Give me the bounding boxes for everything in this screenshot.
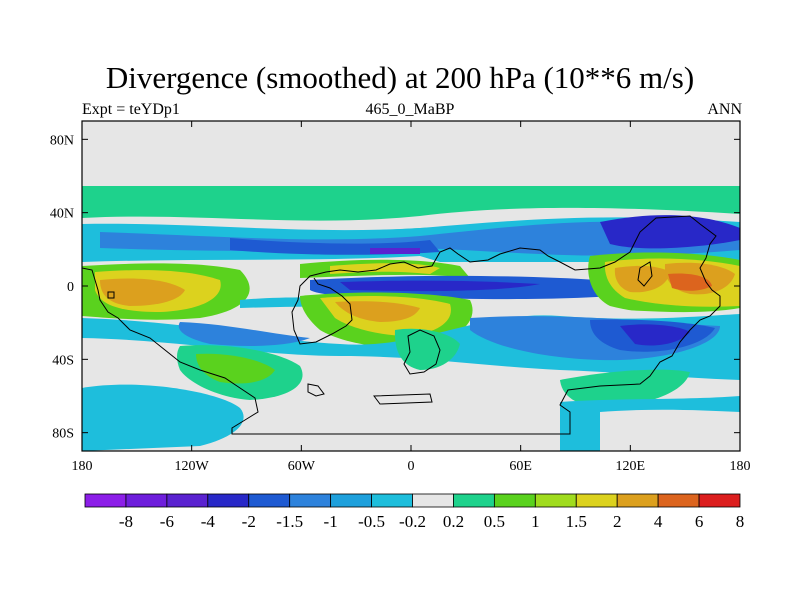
y-tick-label: 80S	[52, 427, 74, 442]
coastline	[82, 215, 721, 435]
contour-band	[370, 248, 420, 254]
colorbar-swatch	[330, 493, 372, 508]
x-tick-label: 180	[730, 459, 751, 474]
contour-band	[335, 301, 420, 322]
colorbar-swatch	[657, 493, 700, 508]
season-label: ANN	[707, 101, 742, 118]
colorbar-swatch	[289, 493, 332, 508]
colorbar-label: -8	[119, 512, 133, 531]
colorbar-label: 1.5	[566, 512, 587, 531]
colorbar-label: -0.2	[399, 512, 426, 531]
chart-title: Divergence (smoothed) at 200 hPa (10**6 …	[105, 60, 695, 95]
period-label: 465_0_MaBP	[365, 101, 455, 118]
x-axis: 180 120W 60W 0 60E 120E 180	[72, 121, 751, 474]
colorbar-swatch	[166, 493, 209, 508]
colorbar-swatch	[453, 493, 495, 508]
colorbar-label: 8	[736, 512, 745, 531]
colorbar-label: 0.5	[484, 512, 505, 531]
contour-band	[600, 215, 740, 249]
colorbar-swatch	[534, 493, 577, 508]
colorbar-label: -1.5	[276, 512, 303, 531]
colorbar-swatch	[84, 493, 127, 508]
contour-band	[82, 207, 740, 232]
coastlines	[82, 215, 721, 435]
coastline	[403, 329, 441, 375]
x-tick-label: 180	[72, 459, 93, 474]
colorbar-swatch	[248, 493, 291, 508]
contour-band	[340, 280, 540, 292]
contour-band	[600, 409, 740, 451]
contour-band	[394, 328, 460, 370]
colorbar-swatch	[125, 493, 168, 508]
coastline	[107, 291, 115, 299]
colorbar-swatch	[698, 493, 741, 508]
contour-band	[668, 273, 712, 291]
x-tick-label: 0	[408, 459, 415, 474]
contour-band	[560, 369, 690, 408]
colorbar-label: 1	[531, 512, 540, 531]
y-tick-label: 40S	[52, 353, 74, 368]
colorbar-swatch	[575, 493, 618, 508]
colorbar-label: 0.2	[443, 512, 464, 531]
colorbar-swatch	[493, 493, 536, 508]
y-axis: 80N 40N 0 40S 80S	[50, 133, 740, 442]
colorbar-swatch	[207, 493, 250, 508]
colorbar-swatch	[616, 493, 659, 508]
experiment-label: Expt = teYDp1	[82, 101, 180, 118]
colorbar-label: 2	[613, 512, 622, 531]
colorbar: -8 -6 -4 -2 -1.5 -1 -0.5 -0.2 0.2 0.5 1 1.5 2 4 6 8	[84, 493, 745, 531]
colorbar-swatch	[371, 493, 413, 508]
contour-band	[620, 324, 690, 346]
colorbar-label: -1	[324, 512, 338, 531]
contour-band	[82, 384, 244, 451]
y-tick-label: 80N	[50, 133, 74, 148]
y-tick-label: 0	[67, 280, 74, 295]
coastline	[307, 383, 325, 397]
contour-band	[178, 322, 310, 346]
x-tick-label: 60W	[288, 459, 316, 474]
colorbar-label: 4	[654, 512, 663, 531]
x-tick-label: 120E	[616, 459, 646, 474]
colorbar-label: -2	[242, 512, 256, 531]
coastline	[637, 261, 653, 287]
y-tick-label: 40N	[50, 207, 74, 222]
x-tick-label: 120W	[175, 459, 210, 474]
colorbar-label: -0.5	[358, 512, 385, 531]
contour-band	[196, 353, 275, 384]
contour-band	[100, 278, 185, 306]
map-field	[82, 121, 740, 451]
colorbar-label: -6	[160, 512, 174, 531]
colorbar-label: -4	[201, 512, 216, 531]
x-tick-label: 60E	[509, 459, 532, 474]
contour-band	[614, 265, 670, 293]
colorbar-label: 6	[695, 512, 704, 531]
colorbar-swatch	[412, 493, 454, 508]
coastline	[373, 393, 433, 405]
